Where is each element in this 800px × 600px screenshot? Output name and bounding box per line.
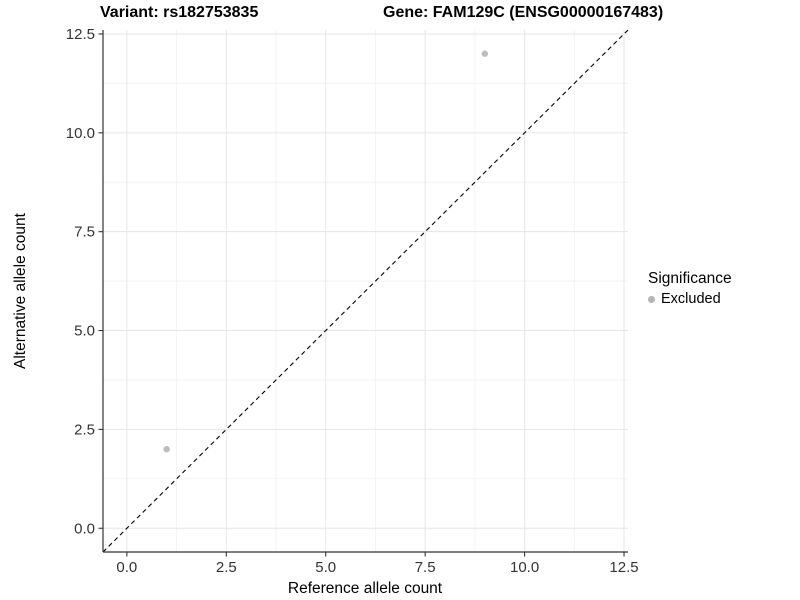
legend: Significance Excluded [648,270,732,308]
x-tick-label: 0.0 [116,559,137,576]
y-tick-label: 10.0 [66,125,95,142]
legend-item-label: Excluded [661,291,721,307]
x-tick-label: 12.5 [609,559,638,576]
data-point [163,445,170,453]
x-tick-label: 2.5 [216,559,237,576]
plot-title-gene: Gene: FAM129C (ENSG00000167483) [383,4,664,21]
x-tick-label: 5.0 [315,559,336,576]
y-axis-title: Alternative allele count [12,213,29,369]
x-tick-label: 7.5 [415,559,436,576]
y-tick-label: 7.5 [74,224,95,241]
y-tick-label: 5.0 [74,323,95,340]
plot-title-variant: Variant: rs182753835 [100,4,259,21]
data-point [481,50,489,57]
y-tick-label: 2.5 [74,421,95,438]
legend-key-dot [648,296,655,303]
identity-dashed-line [102,29,629,553]
legend-item-excluded: Excluded [648,291,732,308]
x-tick-label: 10.0 [510,559,539,576]
legend-title: Significance [648,270,732,287]
y-tick-label: 12.5 [66,26,95,43]
y-tick-label: 0.0 [74,520,95,537]
x-axis-title: Reference allele count [287,580,443,597]
